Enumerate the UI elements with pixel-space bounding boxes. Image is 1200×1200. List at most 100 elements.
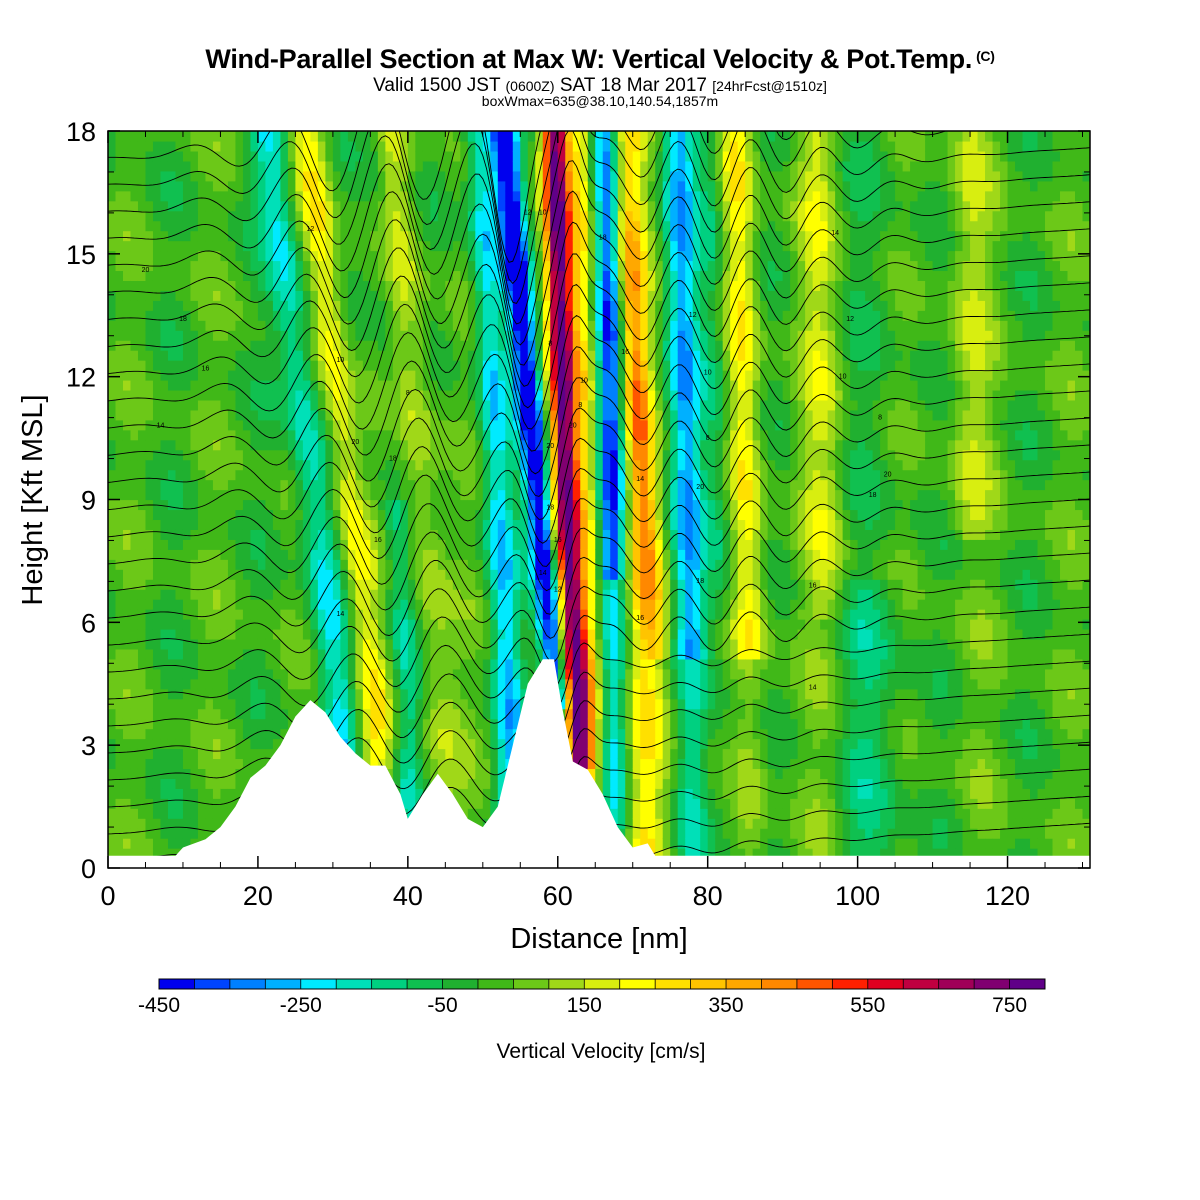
field-cell [332, 429, 341, 441]
field-cell [325, 489, 334, 501]
field-cell [122, 609, 132, 620]
field-cell [287, 688, 297, 700]
field-cell [317, 609, 326, 620]
field-cell [332, 628, 341, 640]
field-cell [160, 340, 169, 351]
field-cell [242, 350, 252, 361]
field-cell [122, 658, 132, 670]
field-cell [130, 539, 139, 550]
field-cell [527, 340, 536, 351]
field-cell [265, 290, 274, 301]
field-cell [130, 599, 139, 610]
field-cell [265, 579, 274, 590]
field-cell [235, 469, 244, 481]
field-cell [542, 489, 551, 501]
field-cell [452, 539, 461, 550]
field-cell [280, 549, 289, 560]
field-cell [340, 619, 349, 630]
field-cell [108, 399, 117, 411]
field-cell [265, 360, 274, 371]
field-cell [437, 658, 446, 670]
field-cell [145, 150, 154, 162]
field-cell [535, 330, 544, 341]
field-cell [205, 240, 214, 252]
field-cell [385, 549, 394, 560]
field-cell [152, 838, 162, 849]
field-cell [482, 519, 491, 530]
field-cell [407, 190, 416, 202]
field-cell [280, 459, 289, 471]
field-cell [265, 131, 274, 142]
field-cell [505, 150, 514, 162]
field-cell [167, 838, 177, 849]
field-cell [287, 240, 297, 252]
field-cell [160, 509, 169, 521]
field-cell [602, 170, 611, 182]
field-cell [137, 280, 147, 291]
field-cell [490, 569, 499, 580]
field-cell [557, 569, 566, 580]
field-cell [347, 290, 356, 301]
field-cell [542, 599, 551, 610]
field-cell [482, 190, 491, 202]
field-cell [280, 419, 289, 431]
field-cell [415, 499, 424, 511]
field-cell [130, 360, 139, 371]
field-cell [527, 419, 536, 431]
field-cell [302, 658, 311, 670]
field-cell [490, 250, 499, 262]
field-cell [152, 290, 162, 301]
field-cell [242, 628, 252, 640]
field-cell [407, 579, 416, 590]
field-cell [325, 628, 334, 640]
field-cell [108, 230, 117, 242]
field-cell [130, 519, 139, 530]
field-cell [415, 170, 424, 182]
field-cell [167, 210, 177, 222]
field-cell [535, 220, 544, 232]
field-cell [108, 818, 117, 829]
field-cell [190, 628, 199, 640]
field-cell [212, 609, 222, 620]
field-cell [415, 579, 424, 590]
field-cell [452, 718, 461, 730]
field-cell [242, 300, 252, 311]
field-cell [190, 131, 199, 142]
field-cell [160, 290, 169, 301]
field-cell [490, 718, 499, 730]
field-cell [557, 389, 566, 401]
field-cell [122, 180, 132, 192]
field-cell [392, 519, 401, 530]
field-cell [415, 200, 424, 212]
field-cell [137, 499, 147, 511]
field-cell [182, 818, 192, 829]
field-cell [437, 469, 446, 481]
field-cell [257, 310, 267, 321]
field-cell [287, 708, 297, 720]
field-cell [385, 379, 394, 391]
field-cell [580, 599, 589, 610]
field-cell [482, 170, 491, 182]
field-cell [287, 370, 297, 381]
field-cell [497, 549, 506, 560]
field-cell [415, 180, 424, 192]
field-cell [362, 738, 371, 750]
field-cell [602, 320, 611, 331]
field-cell [317, 300, 326, 311]
field-cell [602, 718, 611, 730]
field-cell [205, 609, 214, 620]
field-cell [595, 150, 604, 162]
field-cell [610, 718, 619, 730]
field-cell [175, 459, 184, 471]
field-cell [542, 270, 551, 281]
field-cell [512, 479, 521, 491]
field-cell [460, 499, 469, 511]
field-cell [220, 170, 229, 182]
field-cell [295, 459, 304, 471]
field-cell [392, 320, 401, 331]
field-cell [317, 270, 326, 281]
field-cell [310, 658, 319, 670]
field-cell [310, 150, 319, 162]
field-cell [227, 559, 237, 570]
field-cell [212, 300, 222, 311]
